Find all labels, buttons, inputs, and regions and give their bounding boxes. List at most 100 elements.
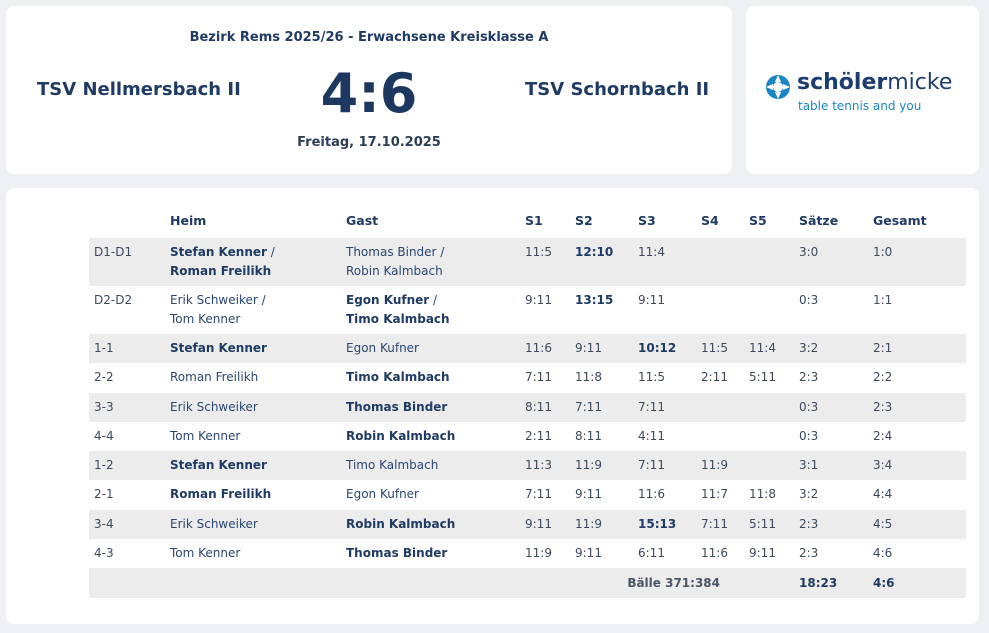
sets-total: 3:0 <box>799 245 819 259</box>
overall: 4:5 <box>873 516 893 531</box>
set-score: 11:8 <box>575 370 602 385</box>
set-score: 7:11 <box>525 487 552 502</box>
set-score: 4:11 <box>638 428 665 443</box>
home-team[interactable]: TSV Nellmersbach II <box>37 79 241 100</box>
pair: 4-3 <box>94 545 114 560</box>
player-name[interactable]: Roman Freilikh <box>170 370 259 385</box>
overall: 1:1 <box>873 293 893 307</box>
player-name[interactable]: Erik Schweiker <box>170 399 258 414</box>
player-name[interactable]: Tom Kenner <box>170 312 241 326</box>
player-name[interactable]: Erik Schweiker <box>170 293 258 307</box>
player: Timo Kalmbach <box>346 456 438 475</box>
player-name[interactable]: Robin Kalmbach <box>346 516 456 531</box>
player: Roman Freilikh <box>170 368 258 387</box>
overall: 1:0 <box>873 245 893 259</box>
footer-row <box>89 568 966 598</box>
player: Robin Kalmbach <box>346 262 443 281</box>
player-name[interactable]: Stefan Kenner <box>170 245 267 259</box>
sets-sum: 18:23 <box>799 576 838 590</box>
player-name[interactable]: Tom Kenner <box>170 428 241 443</box>
column-header: Gesamt <box>873 213 927 228</box>
sets-total: 3:2 <box>799 341 819 355</box>
set-score: 8:11 <box>575 428 602 443</box>
column-header: S5 <box>749 213 767 228</box>
overall: 2:3 <box>873 399 893 414</box>
player-name[interactable]: Roman Freilikh <box>170 487 272 502</box>
separator: / <box>440 245 445 259</box>
set-score: 11:3 <box>525 458 552 472</box>
player-name[interactable]: Robin Kalmbach <box>346 264 443 278</box>
set-score: 11:4 <box>749 341 776 355</box>
player-name[interactable]: Timo Kalmbach <box>346 312 450 326</box>
player: Roman Freilikh <box>170 485 271 504</box>
overall: 2:1 <box>873 341 893 355</box>
set-score: 10:12 <box>638 341 677 355</box>
match-row <box>89 334 966 364</box>
set-score: 11:9 <box>575 458 602 472</box>
set-score: 9:11 <box>638 293 665 307</box>
player: Robin Kalmbach <box>346 427 455 446</box>
player-name[interactable]: Egon Kufner <box>346 293 430 307</box>
pair: 3-4 <box>94 516 114 531</box>
player: Tom Kenner <box>170 310 240 329</box>
match-card: Bezirk Rems 2025/26 - Erwachsene Kreiskl… <box>6 6 732 174</box>
player: Roman Freilikh <box>170 262 271 281</box>
column-header: S4 <box>701 213 719 228</box>
player: Timo Kalmbach <box>346 368 450 387</box>
player-name[interactable]: Stefan Kenner <box>170 341 267 355</box>
player: Stefan Kenner <box>170 339 267 358</box>
set-score: 2:11 <box>701 370 728 385</box>
set-score: 9:11 <box>575 545 602 560</box>
set-score: 5:11 <box>749 516 776 531</box>
overall: 2:2 <box>873 370 893 385</box>
away-team[interactable]: TSV Schornbach II <box>525 79 710 100</box>
set-score: 11:5 <box>525 245 552 259</box>
player-name[interactable]: Tom Kenner <box>170 545 241 560</box>
player: Egon Kufner <box>346 485 419 504</box>
player-name[interactable]: Thomas Binder <box>346 399 448 414</box>
separator: / <box>433 293 438 307</box>
sets-total: 2:3 <box>799 370 819 385</box>
player-name[interactable]: Thomas Binder <box>346 545 448 560</box>
overall: 4:4 <box>873 487 893 502</box>
set-score: 11:8 <box>749 487 776 502</box>
match-row <box>89 392 966 422</box>
set-score: 11:5 <box>701 341 728 355</box>
separator: / <box>270 245 275 259</box>
player-name[interactable]: Erik Schweiker <box>170 516 258 531</box>
set-score: 11:7 <box>701 487 728 502</box>
player: Robin Kalmbach <box>346 515 455 534</box>
player: Tom Kenner <box>170 544 240 563</box>
match-row <box>89 509 966 539</box>
player-name[interactable]: Timo Kalmbach <box>346 458 439 472</box>
pair: 1-2 <box>94 458 114 472</box>
player: Timo Kalmbach <box>346 310 450 329</box>
player: Egon Kufner <box>346 339 419 358</box>
player-name[interactable]: Roman Freilikh <box>170 264 272 278</box>
player-name[interactable]: Robin Kalmbach <box>346 428 456 443</box>
column-header: S2 <box>575 213 593 228</box>
pair: D2-D2 <box>94 293 133 307</box>
pair: 1-1 <box>94 341 114 355</box>
column-header: Heim <box>170 213 207 228</box>
pair: 2-1 <box>94 487 114 502</box>
overall: 4:6 <box>873 545 893 560</box>
player-name[interactable]: Stefan Kenner <box>170 458 267 472</box>
player-name[interactable]: Timo Kalmbach <box>346 370 450 385</box>
set-score: 7:11 <box>638 458 665 472</box>
player-name[interactable]: Egon Kufner <box>346 341 419 355</box>
player-name[interactable]: Egon Kufner <box>346 487 419 502</box>
sets-total: 0:3 <box>799 293 819 307</box>
logo-brand: schölermicke <box>797 70 952 95</box>
overall-sum: 4:6 <box>873 576 895 590</box>
set-score: 11:5 <box>638 370 665 385</box>
player: Erik Schweiker <box>170 398 258 417</box>
pair: 3-3 <box>94 399 114 414</box>
match-row <box>89 451 966 481</box>
set-score: 11:9 <box>525 545 552 560</box>
logo-tagline: table tennis and you <box>798 99 922 113</box>
player-name[interactable]: Thomas Binder <box>346 245 437 259</box>
set-score: 15:13 <box>638 516 677 531</box>
set-score: 13:15 <box>575 293 614 307</box>
